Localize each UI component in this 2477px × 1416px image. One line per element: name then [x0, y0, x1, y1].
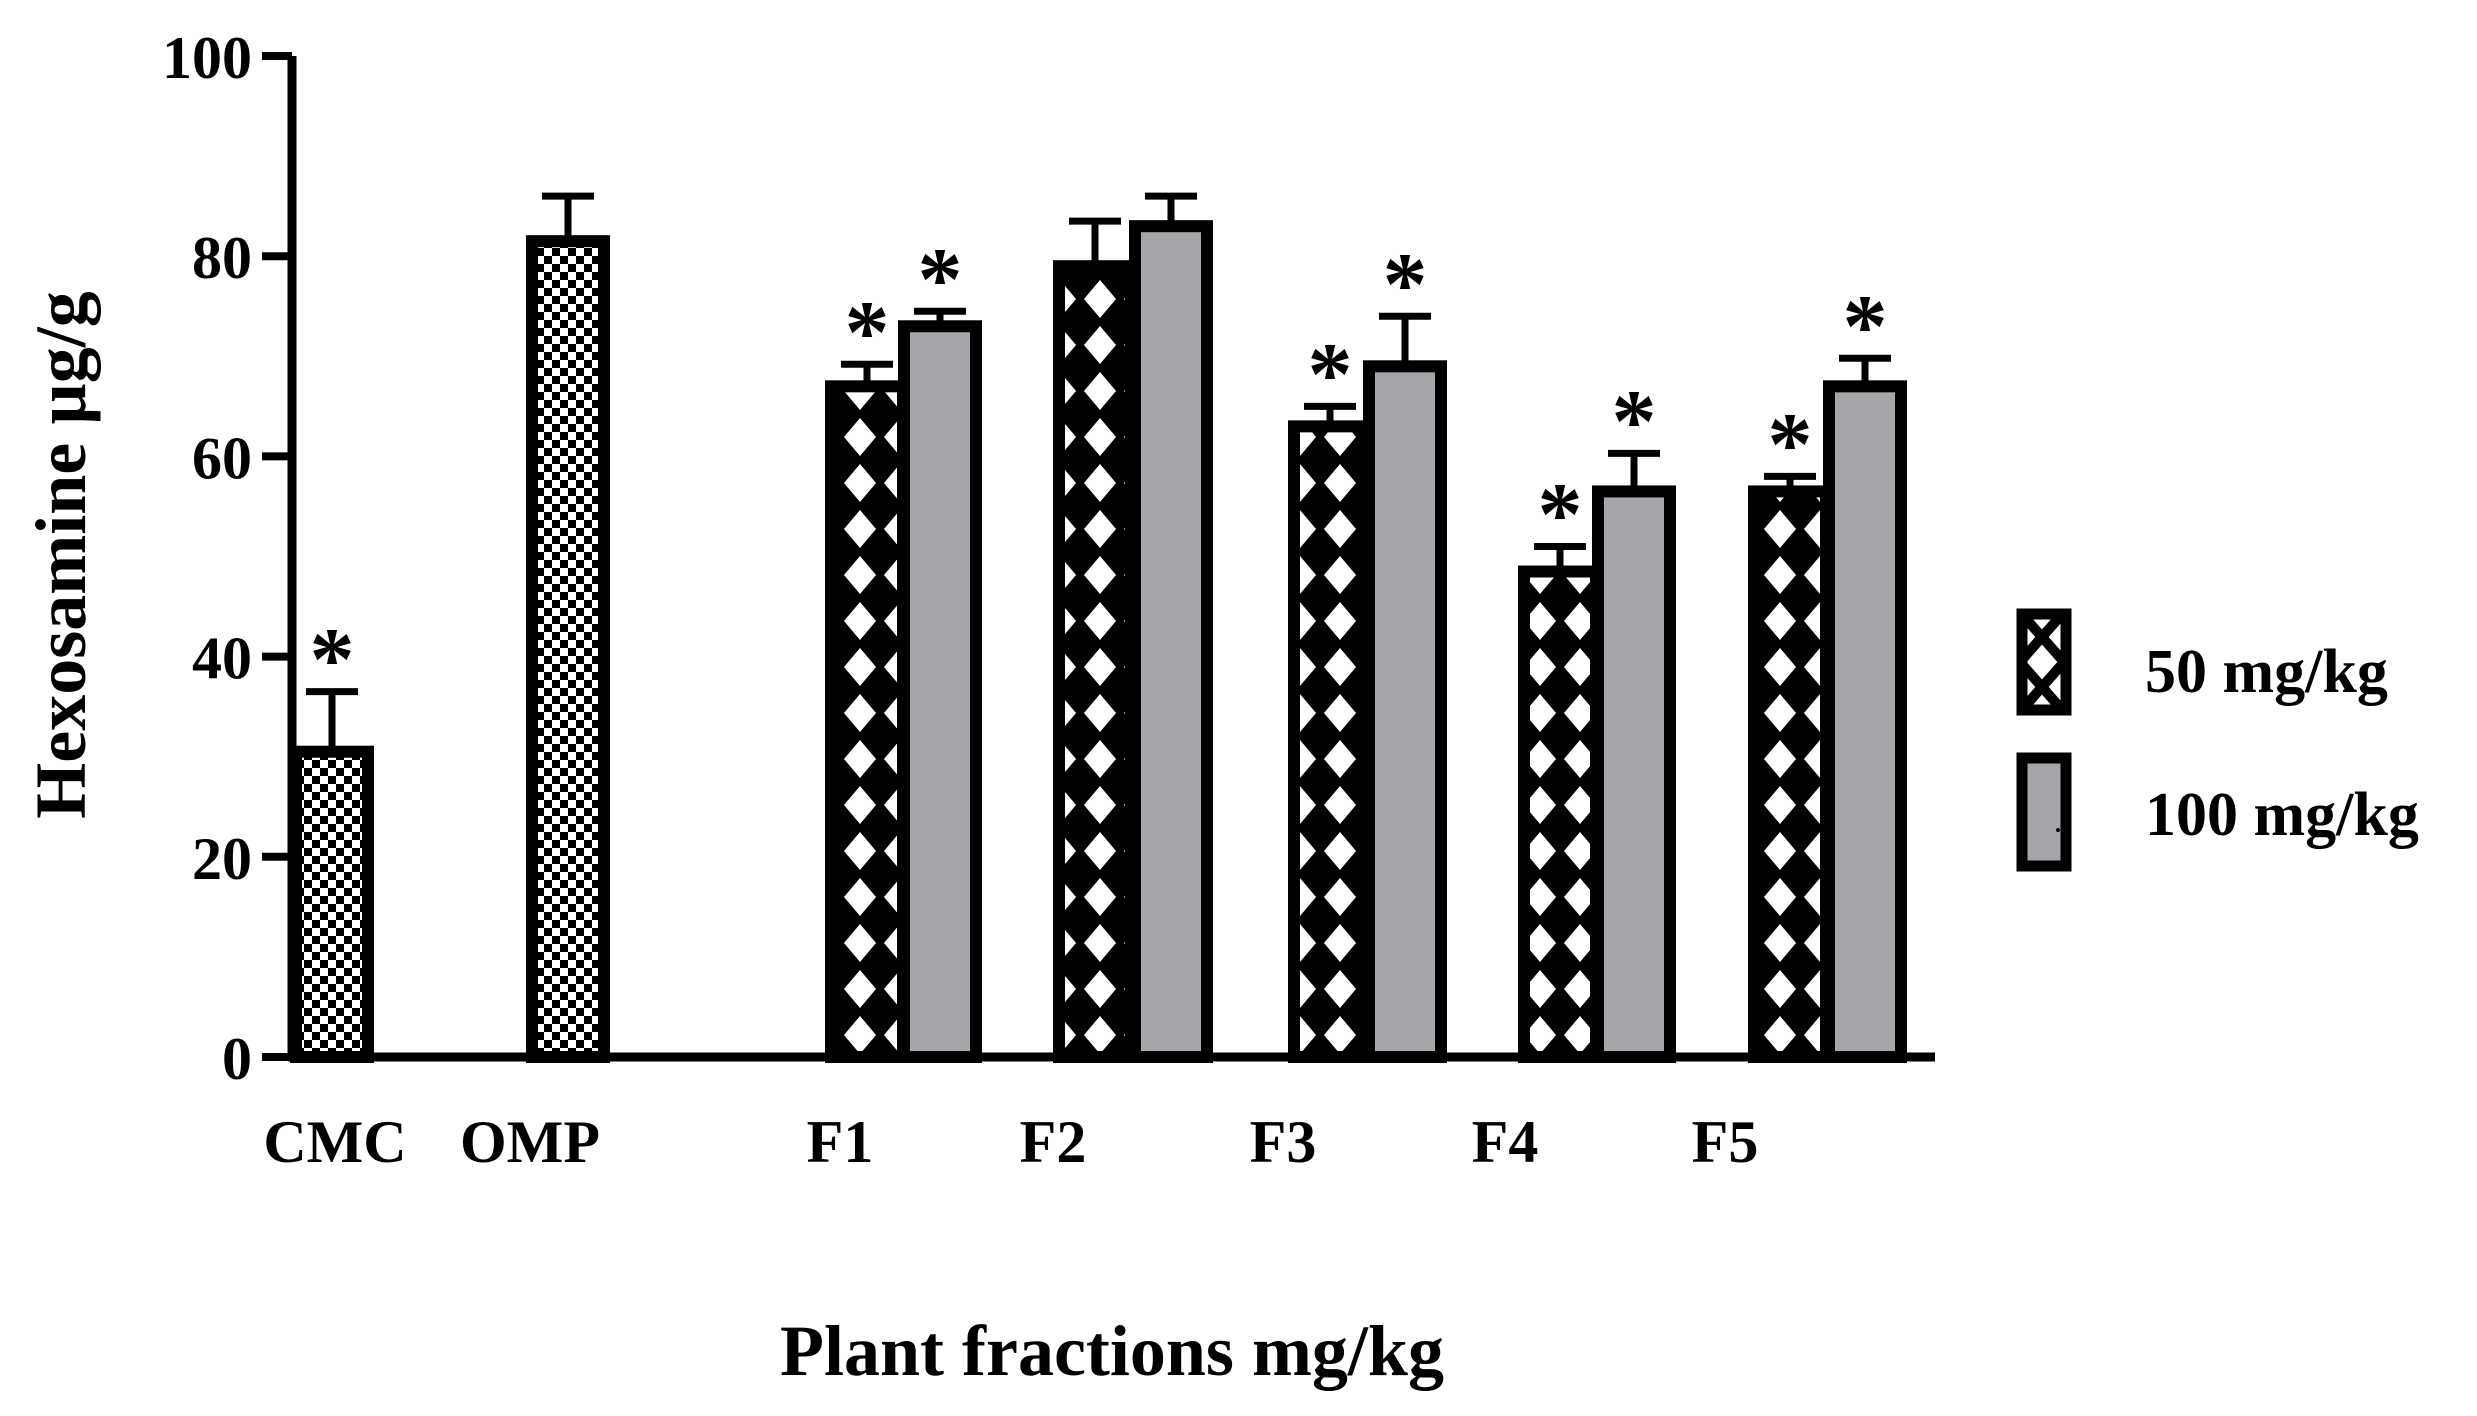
bar-f4-50-significance-marker: *	[1538, 465, 1583, 564]
bar-f1-100-rect	[898, 320, 982, 1063]
category-label-f2: F2	[1020, 1109, 1087, 1175]
category-labels: CMC OMP F1 F2 F3 F4 F5	[263, 1109, 1758, 1175]
bar-omp-rect	[526, 235, 610, 1063]
category-label-omp: OMP	[460, 1109, 600, 1175]
bar-f3-50-rect	[1288, 420, 1372, 1063]
bar-f3-50: *	[1288, 325, 1372, 1063]
bar-cmc-significance-marker: *	[310, 611, 355, 710]
y-tick-label-60: 60	[192, 425, 252, 491]
category-label-f1: F1	[807, 1109, 874, 1175]
legend-swatch-50mgkg	[2016, 608, 2072, 716]
bar-f5-50: *	[1748, 395, 1832, 1063]
bar-f4-100-rect	[1592, 485, 1676, 1063]
y-tick-label-20: 20	[192, 826, 252, 892]
bar-f5-50-rect	[1748, 485, 1832, 1063]
bar-f5-100: *	[1823, 277, 1907, 1063]
bar-f2-100-rect	[1129, 220, 1213, 1064]
bar-f3-100-significance-marker: *	[1383, 235, 1428, 334]
bar-f1-100-significance-marker: *	[918, 230, 963, 329]
y-ticks: 0 20 40 60 80 100	[162, 25, 292, 1092]
legend-label-50mgkg: 50 mg/kg	[2145, 638, 2388, 706]
bar-f1-50-significance-marker: *	[845, 283, 890, 382]
category-label-cmc: CMC	[263, 1109, 406, 1175]
legend: 50 mg/kg 100 mg/kg	[2016, 608, 2419, 872]
bar-f5-100-significance-marker: *	[1843, 277, 1888, 376]
legend-swatch-dot	[2056, 828, 2060, 832]
y-axis-title: Hexosamine µg/g	[21, 291, 101, 818]
bar-f3-100-rect	[1363, 360, 1447, 1063]
bar-f1-100: *	[898, 230, 982, 1063]
bar-omp	[526, 192, 610, 1063]
bar-f1-50-rect	[825, 380, 909, 1063]
bar-f3-50-significance-marker: *	[1308, 325, 1353, 424]
bar-cmc: *	[290, 611, 374, 1063]
category-label-f3: F3	[1250, 1109, 1317, 1175]
y-tick-label-80: 80	[192, 225, 252, 291]
y-tick-label-0: 0	[222, 1026, 252, 1092]
bar-f1-50: *	[825, 283, 909, 1063]
bar-f4-50: *	[1518, 465, 1602, 1063]
y-tick-label-100: 100	[162, 25, 252, 91]
bar-f5-100-rect	[1823, 380, 1907, 1063]
category-label-f5: F5	[1692, 1109, 1759, 1175]
legend-label-100mgkg: 100 mg/kg	[2145, 781, 2419, 849]
y-tick-label-40: 40	[192, 626, 252, 692]
bars: * * * * * * * * *	[290, 192, 1907, 1064]
bar-f3-100: *	[1363, 235, 1447, 1063]
bar-f2-100	[1129, 192, 1213, 1064]
bar-f5-50-significance-marker: *	[1768, 395, 1813, 494]
bar-cmc-rect	[290, 745, 374, 1063]
bar-f2-50	[1053, 217, 1137, 1063]
bar-f4-50-rect	[1518, 565, 1602, 1063]
category-label-f4: F4	[1472, 1109, 1539, 1175]
x-axis-title: Plant fractions mg/kg	[780, 1311, 1444, 1391]
legend-swatch-100mgkg	[2016, 752, 2072, 872]
bar-f2-50-rect	[1053, 260, 1137, 1063]
bar-f4-100-significance-marker: *	[1612, 372, 1657, 471]
bar-f4-100: *	[1592, 372, 1676, 1063]
